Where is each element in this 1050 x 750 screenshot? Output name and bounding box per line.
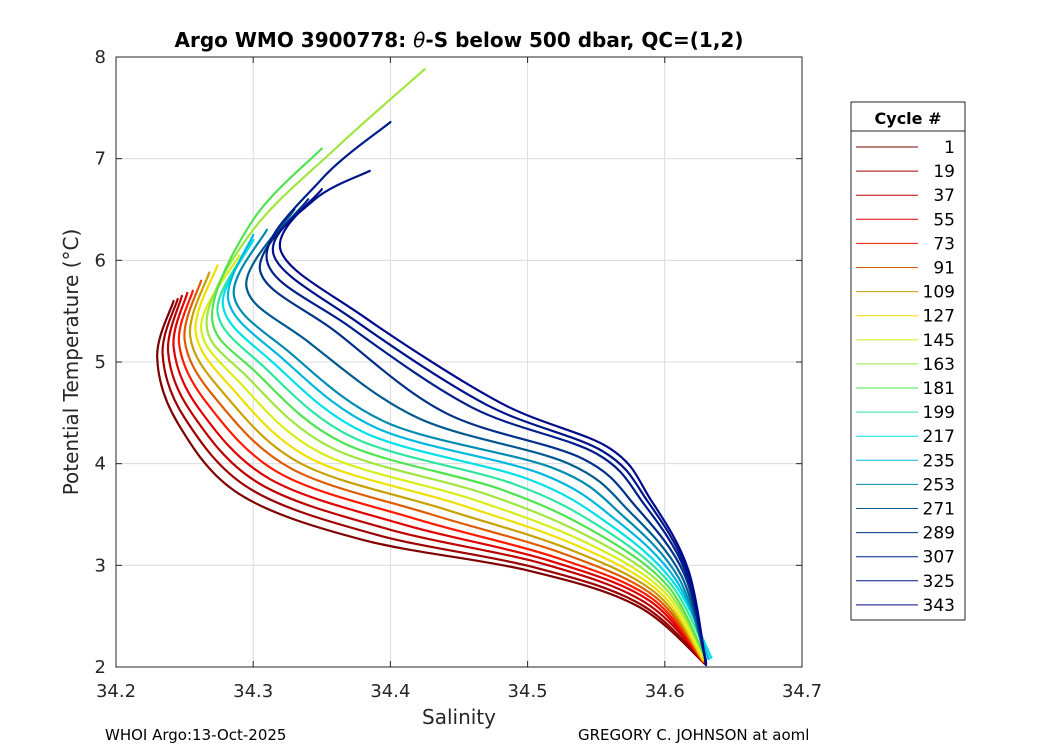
legend-label: 253 bbox=[923, 475, 955, 495]
y-tick-label: 4 bbox=[95, 454, 106, 475]
x-axis-label: Salinity bbox=[422, 705, 496, 729]
series-line-cycle-109 bbox=[188, 271, 705, 662]
legend-label: 55 bbox=[933, 210, 955, 230]
x-tick-label: 34.5 bbox=[508, 681, 548, 702]
series-line-cycle-19 bbox=[161, 297, 708, 666]
legend-label: 235 bbox=[923, 451, 955, 471]
series-line-cycle-217 bbox=[221, 238, 713, 659]
chart-title: Argo WMO 3900778: θ-S below 500 dbar, QC… bbox=[175, 28, 744, 52]
series-line-cycle-145 bbox=[200, 254, 708, 661]
series-line-cycle-91 bbox=[183, 279, 705, 662]
legend-label: 109 bbox=[923, 283, 955, 303]
y-tick-label: 5 bbox=[95, 352, 106, 373]
legend-label: 19 bbox=[933, 162, 955, 182]
legend-label: 325 bbox=[923, 572, 955, 592]
series-line-cycle-37 bbox=[166, 294, 708, 664]
footer-left: WHOI Argo:13-Oct-2025 bbox=[105, 726, 287, 744]
y-tick-label: 2 bbox=[95, 657, 106, 678]
legend-label: 181 bbox=[923, 379, 955, 399]
legend-label: 289 bbox=[923, 524, 955, 544]
series-line-cycle-289 bbox=[258, 198, 708, 663]
x-tick-label: 34.3 bbox=[233, 681, 273, 702]
title-suffix: -S below 500 dbar, QC=(1,2) bbox=[425, 28, 743, 52]
series-line-cycle-307 bbox=[265, 121, 708, 664]
x-tick-label: 34.4 bbox=[370, 681, 410, 702]
legend-label: 91 bbox=[933, 259, 955, 279]
legend-label: 73 bbox=[933, 234, 955, 254]
legend-box bbox=[850, 101, 966, 621]
series-line-cycle-1 bbox=[156, 299, 708, 667]
title-prefix: Argo WMO 3900778: bbox=[175, 28, 414, 52]
legend-title: Cycle # bbox=[875, 109, 942, 128]
x-tick-label: 34.7 bbox=[782, 681, 822, 702]
legend-label: 217 bbox=[923, 427, 955, 447]
series-line-cycle-127 bbox=[194, 264, 705, 661]
legend-label: 1 bbox=[944, 138, 955, 158]
y-tick-label: 6 bbox=[95, 250, 106, 271]
series-line-cycle-253 bbox=[232, 228, 708, 661]
x-tick-label: 34.2 bbox=[96, 681, 136, 702]
series-line-cycle-271 bbox=[245, 208, 708, 662]
series-line-cycle-73 bbox=[177, 289, 705, 663]
y-tick-label: 3 bbox=[95, 555, 106, 576]
legend: Cycle # 1 19 37 55 73 91 109 127 145 163 181 199 217… bbox=[850, 101, 966, 621]
legend-label: 343 bbox=[923, 596, 955, 616]
series-line-cycle-325 bbox=[271, 169, 708, 666]
legend-entries: 1 19 37 55 73 91 109 127 145 163 181 199 217 235 253 27… bbox=[856, 138, 955, 616]
x-tick-label: 34.6 bbox=[645, 681, 685, 702]
y-tick-label: 7 bbox=[95, 149, 106, 170]
legend-label: 37 bbox=[933, 186, 955, 206]
y-axis-ticks: 2 3 4 5 6 7 8 bbox=[95, 47, 802, 678]
title-theta: θ bbox=[413, 28, 425, 52]
footer-right: GREGORY C. JOHNSON at aoml bbox=[578, 726, 810, 744]
legend-label: 307 bbox=[923, 548, 955, 568]
y-axis-label: Potential Temperature (°C) bbox=[59, 229, 83, 496]
legend-label: 127 bbox=[923, 307, 955, 327]
series-line-cycle-163 bbox=[205, 68, 708, 660]
series-line-cycle-343 bbox=[278, 188, 708, 667]
legend-label: 271 bbox=[923, 500, 955, 520]
x-axis-ticks: 34.2 34.3 34.4 34.5 34.6 34.7 bbox=[96, 57, 822, 702]
series-line-cycle-235 bbox=[226, 233, 710, 660]
legend-label: 145 bbox=[923, 331, 955, 351]
series-line-cycle-55 bbox=[172, 291, 705, 663]
legend-label: 199 bbox=[923, 403, 955, 423]
y-tick-label: 8 bbox=[95, 47, 106, 68]
series-line-cycle-181 bbox=[210, 147, 708, 660]
legend-label: 163 bbox=[923, 355, 955, 375]
series-line-cycle-199 bbox=[216, 238, 710, 659]
series-lines bbox=[156, 68, 713, 667]
